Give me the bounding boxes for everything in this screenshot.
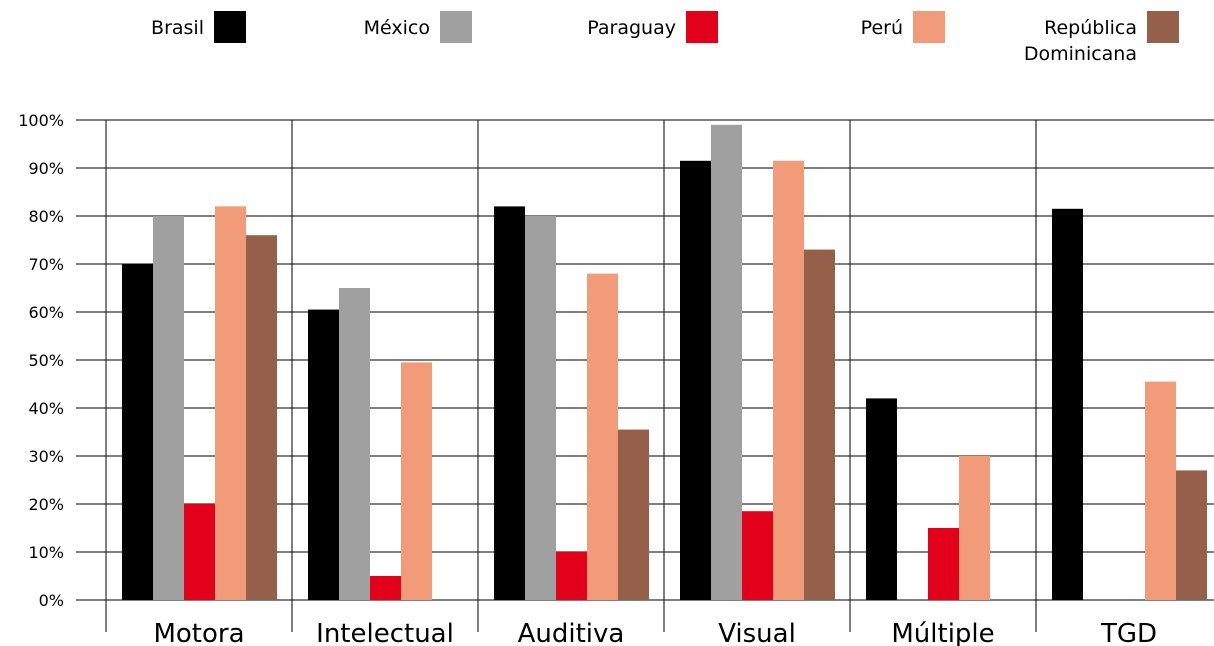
x-category-label: Motora [153, 619, 244, 646]
legend-item-republica-dominicana: República Dominicana [1024, 11, 1179, 65]
legend-swatch [913, 11, 945, 43]
legend-label: Brasil [151, 17, 204, 39]
legend-label: Perú [861, 17, 903, 39]
x-category-label: Visual [718, 619, 796, 646]
bar-peru-multiple [959, 456, 990, 600]
x-category-label: Múltiple [891, 619, 994, 646]
y-tick-label: 50% [28, 351, 64, 370]
bar-paraguay-visual [742, 511, 773, 600]
legend-swatch [1147, 11, 1179, 43]
legend-label: México [364, 17, 430, 39]
bar-brasil-tgd [1052, 208, 1083, 601]
bar-brasil-multiple [866, 398, 897, 600]
legend-swatch [440, 11, 472, 43]
y-tick-label: 20% [28, 495, 64, 514]
legend-swatch [686, 11, 718, 43]
y-tick-label: 70% [28, 255, 64, 274]
bar-paraguay-multiple [928, 528, 959, 600]
legend-swatch [214, 11, 246, 43]
y-tick-label: 80% [28, 207, 64, 226]
bar-brasil-motora [122, 264, 153, 600]
x-category-label: TGD [1100, 619, 1157, 646]
bar-republica-dominicana-visual [804, 249, 835, 600]
y-axis-tick-labels: 0% 10% 20% 30% 40% 50% 60% 70% 80% 90% 100% [18, 111, 64, 610]
legend-label: República Dominicana [1024, 17, 1137, 65]
bar-mexico-intelectual [339, 288, 370, 600]
x-axis: Motora Intelectual Auditiva Visual Múltiple T… [153, 619, 1157, 646]
bar-paraguay-intelectual [370, 576, 401, 600]
legend-item-paraguay: Paraguay [587, 11, 718, 43]
bar-brasil-intelectual [308, 309, 339, 600]
bar-mexico-motora [153, 216, 184, 600]
y-tick-label: 40% [28, 399, 64, 418]
y-tick-label: 60% [28, 303, 64, 322]
bar-peru-motora [215, 206, 246, 600]
legend-item-brasil: Brasil [151, 11, 246, 43]
y-tick-label: 30% [28, 447, 64, 466]
bar-paraguay-motora [184, 504, 215, 600]
bar-peru-intelectual [401, 362, 432, 600]
legend-label: Paraguay [587, 17, 676, 39]
legend-item-mexico: México [364, 11, 472, 43]
y-tick-label: 0% [39, 591, 64, 610]
x-category-label: Auditiva [518, 619, 625, 646]
bar-brasil-auditiva [494, 206, 525, 600]
bar-republica-dominicana-tgd [1176, 470, 1207, 600]
bar-mexico-visual [711, 124, 742, 601]
bar-paraguay-auditiva [556, 552, 587, 600]
legend-item-peru: Perú [861, 11, 945, 43]
bar-republica-dominicana-motora [246, 235, 277, 600]
y-tick-label: 10% [28, 543, 64, 562]
bar-brasil-visual [680, 160, 711, 601]
bar-mexico-auditiva [525, 216, 556, 600]
legend: Brasil México Paraguay Perú República Dominic… [151, 11, 1179, 65]
bar-peru-visual [773, 160, 804, 601]
bar-republica-dominicana-auditiva [618, 429, 649, 600]
y-tick-label: 100% [18, 111, 64, 130]
bar-peru-auditiva [587, 273, 618, 600]
x-category-label: Intelectual [316, 619, 454, 646]
bars [122, 124, 1207, 601]
bar-peru-tgd [1145, 381, 1176, 600]
y-tick-label: 90% [28, 159, 64, 178]
